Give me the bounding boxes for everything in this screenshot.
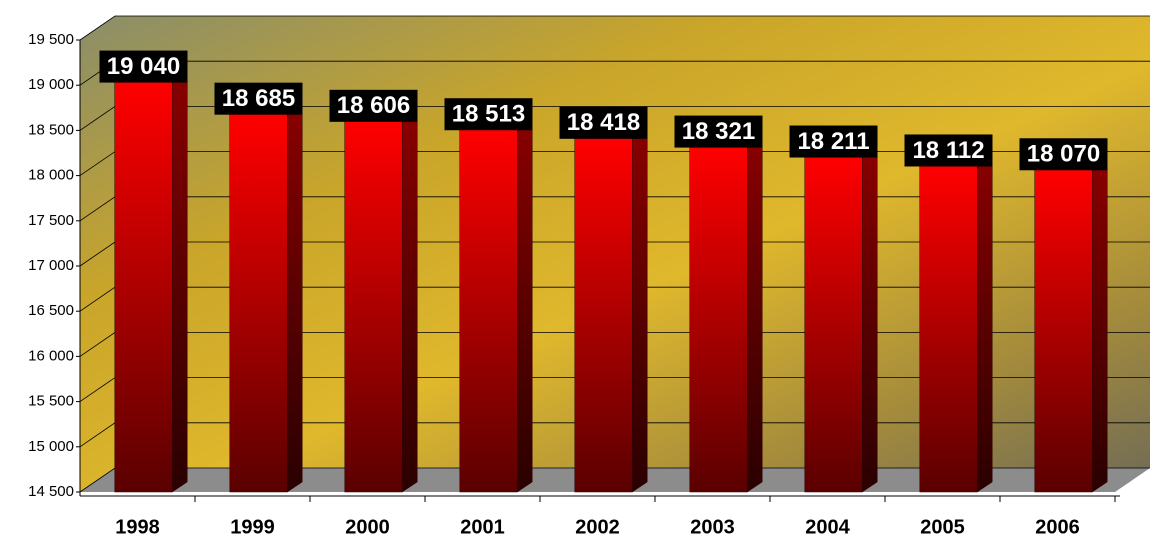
value-label-box [329,89,418,122]
x-tick-label: 2003 [690,516,735,538]
x-tick-label: 2004 [805,516,850,538]
y-tick-label: 18 000 [28,167,74,184]
x-tick-label: 1998 [115,516,160,538]
bar [804,156,863,493]
value-label-box [99,50,188,83]
bar [459,128,518,493]
x-tick-label: 2006 [1035,516,1080,538]
value-label: 18 321 [682,118,755,145]
y-tick-label: 17 000 [28,257,74,274]
x-tick-label: 2002 [575,516,620,538]
y-tick-label: 16 500 [28,302,74,319]
value-label-box [904,134,993,167]
bar-side [632,127,648,493]
x-tick-label: 2001 [460,516,505,538]
value-label: 18 606 [337,92,410,119]
value-label-box [444,98,533,131]
bar-side [862,146,878,493]
bar-side [172,71,188,493]
bar [1034,169,1093,493]
value-label: 18 070 [1027,141,1100,168]
y-tick-label: 19 000 [28,76,74,93]
value-label-box [214,82,303,115]
value-label-box [789,125,878,158]
bar-side [747,136,763,493]
value-label-box [674,115,763,148]
grid-line [79,15,1150,41]
bar [114,81,173,493]
x-tick-label: 2000 [345,516,390,538]
value-label-box [559,106,648,139]
bar-side [977,155,993,493]
value-label-box [1019,138,1108,171]
value-label: 18 112 [912,137,984,164]
value-label: 18 211 [797,128,869,155]
bar [229,113,288,493]
bar-side [517,118,533,493]
bar-side [287,103,303,493]
x-tick-label: 2005 [920,516,965,538]
value-label: 18 685 [222,85,295,112]
value-label: 18 418 [567,109,640,136]
bar [344,120,403,493]
y-tick-label: 19 500 [28,31,74,48]
bar [689,146,748,493]
x-tick-label: 1999 [230,516,275,538]
bar [919,165,978,493]
bar [574,137,633,493]
bar-side [402,110,418,493]
y-tick-label: 14 500 [28,483,74,500]
y-tick-label: 18 500 [28,121,74,138]
y-tick-label: 15 500 [28,393,74,410]
y-tick-label: 16 000 [28,347,74,364]
y-tick-label: 15 000 [28,438,74,455]
y-tick-label: 17 500 [28,212,74,229]
value-label: 19 040 [107,53,180,80]
value-label: 18 513 [452,101,525,128]
bar-side [1092,158,1108,493]
